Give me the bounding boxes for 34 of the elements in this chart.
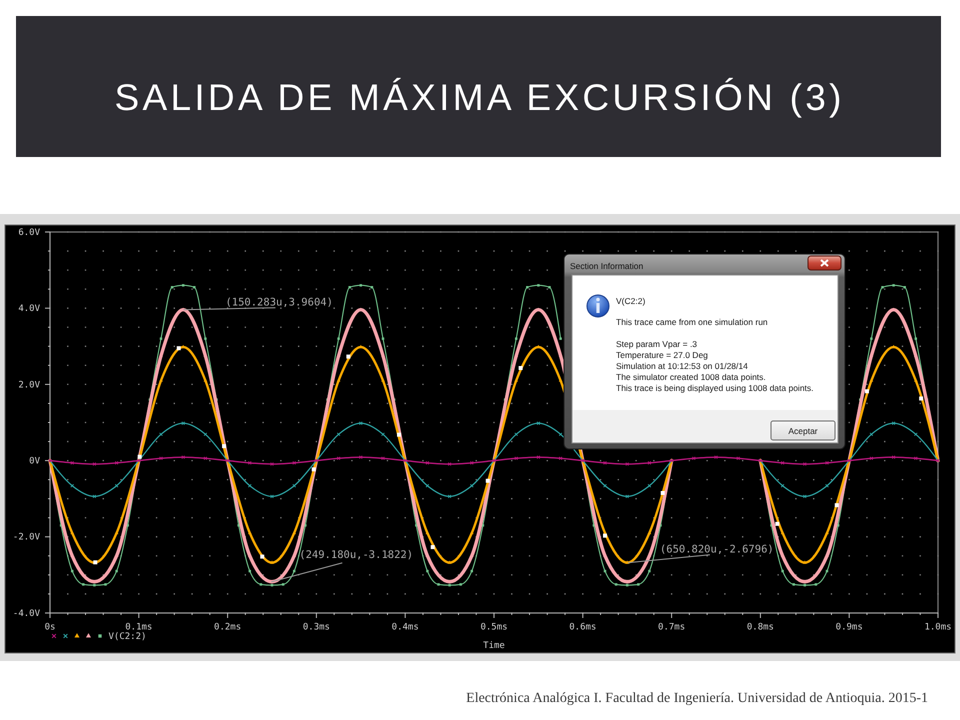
x-tick-label: 0.9ms: [836, 622, 863, 632]
annotation: Aceptar: [788, 426, 818, 436]
x-tick-label: 0s: [44, 622, 56, 632]
chart-title: SALIDA DE MÁXIMA EXCURSIÓN (3): [114, 77, 842, 118]
annotation: The simulator created 1008 data points.: [616, 372, 766, 382]
annotation: (650.820u,-2.6796): [660, 544, 774, 556]
annotation: Temperature = 27.0 Deg: [616, 350, 708, 360]
legend-title: V(C2:2): [108, 632, 146, 642]
x-tick-label: 0.7ms: [658, 622, 686, 632]
x-tick-label: 0.4ms: [392, 622, 419, 632]
annotation: This trace is being displayed using 1008 data points.: [616, 383, 814, 393]
x-tick-label: 0.1ms: [125, 622, 152, 632]
y-tick-label: 4.0V: [18, 304, 41, 314]
x-tick-label: 0.5ms: [480, 622, 508, 632]
y-tick-label: 2.0V: [18, 380, 41, 390]
annotation: (150.283u,3.9604): [225, 296, 333, 309]
y-tick-label: -2.0V: [12, 532, 41, 543]
text: Electrónica Analógica I. Facultad de Ingeniería. Universidad de Antioquia. 2015-1: [466, 691, 928, 706]
annotation: V(C2:2): [616, 296, 646, 306]
annotation: Section Information: [570, 261, 644, 271]
x-tick-label: 0.6ms: [569, 622, 596, 632]
x-axis-title: Time: [483, 641, 505, 651]
annotation: Simulation at 10:12:53 on 01/28/14: [616, 361, 748, 371]
x-tick-label: 0.8ms: [746, 622, 774, 632]
x-tick-label: 0.3ms: [302, 622, 330, 632]
y-tick-label: -4.0V: [12, 608, 41, 619]
x-tick-label: 0.2ms: [214, 622, 242, 632]
y-tick-label: 6.0V: [18, 228, 41, 238]
button: Aceptar: [770, 420, 836, 440]
annotation: Step param Vpar = .3: [616, 339, 698, 349]
annotation: (249.180u,-3.1822): [299, 548, 414, 561]
annotation: This trace came from one simulation run: [616, 317, 768, 327]
x-tick-label: 1.0ms: [924, 622, 952, 632]
y-tick-label: 0V: [29, 456, 41, 466]
